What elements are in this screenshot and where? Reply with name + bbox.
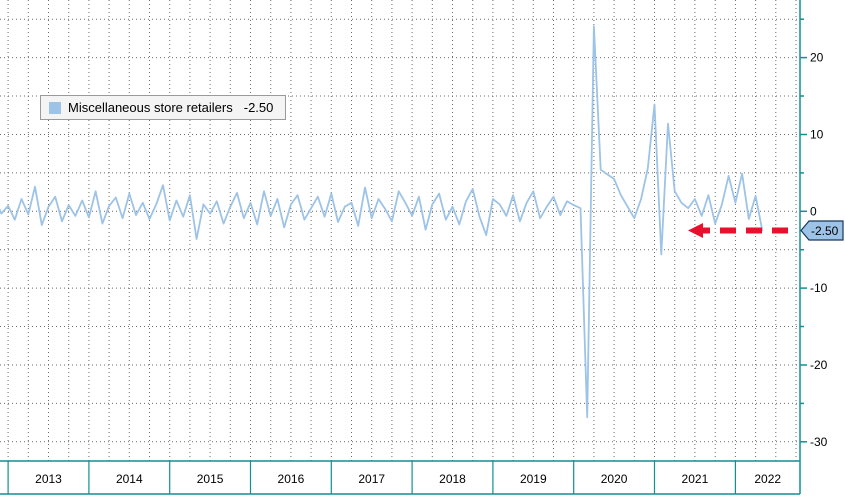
year-label: 2013 xyxy=(35,472,62,486)
last-value-label: -2.50 xyxy=(811,224,839,238)
series-swatch-icon xyxy=(49,101,61,114)
year-label: 2016 xyxy=(278,472,305,486)
series-line xyxy=(0,25,764,419)
y-tick-label: -30 xyxy=(810,435,828,449)
y-tick-label: 20 xyxy=(810,51,824,65)
year-label: 2022 xyxy=(754,472,781,486)
year-label: 2015 xyxy=(197,472,224,486)
trend-arrow-head xyxy=(688,223,703,238)
y-tick-label: -10 xyxy=(810,281,828,295)
year-label: 2014 xyxy=(116,472,143,486)
legend-series-value: -2.50 xyxy=(243,100,274,115)
year-label: 2018 xyxy=(439,472,466,486)
year-label: 2021 xyxy=(682,472,709,486)
year-label: 2019 xyxy=(520,472,547,486)
y-tick-label: -20 xyxy=(810,358,828,372)
legend: Miscellaneous store retailers -2.50 xyxy=(40,95,287,120)
y-tick-label: 10 xyxy=(810,128,824,142)
legend-series-name: Miscellaneous store retailers xyxy=(68,100,233,115)
year-label: 2020 xyxy=(601,472,628,486)
year-label: 2017 xyxy=(358,472,385,486)
y-tick-label: 0 xyxy=(810,204,817,218)
last-value-tag xyxy=(800,220,844,241)
